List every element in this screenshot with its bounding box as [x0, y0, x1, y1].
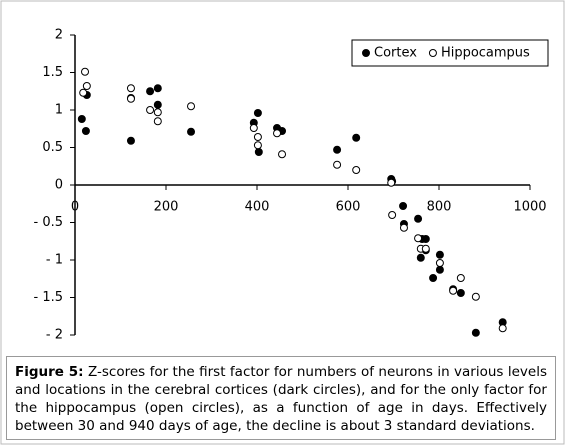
point: [471, 292, 480, 301]
y-tick-label: - 1: [46, 253, 63, 268]
x-tick-label: 1000: [513, 200, 546, 215]
point: [435, 250, 444, 259]
legend-label: Cortex: [374, 46, 417, 61]
point: [352, 166, 361, 174]
point: [79, 88, 88, 97]
caption: Figure 5: Z-scores for the first factor …: [6, 356, 556, 440]
point: [399, 202, 408, 210]
point: [416, 253, 425, 262]
point: [435, 259, 444, 267]
legend-marker: [362, 49, 370, 57]
x-tick-label: 0: [71, 200, 79, 215]
point: [456, 274, 465, 282]
x-tick-label: 200: [154, 200, 179, 215]
y-tick-label: - 1.5: [34, 290, 64, 305]
point: [421, 244, 430, 253]
point: [471, 328, 480, 337]
point: [254, 148, 263, 156]
point: [498, 324, 507, 333]
point: [429, 274, 438, 282]
point: [388, 211, 397, 219]
point: [456, 289, 465, 297]
y-tick-label: 0.5: [42, 140, 63, 155]
legend-marker: [428, 49, 437, 57]
point: [278, 150, 287, 159]
point: [187, 102, 196, 111]
y-tick-label: - 2: [46, 328, 63, 343]
point: [153, 117, 162, 126]
point: [153, 100, 162, 109]
point: [126, 136, 135, 145]
x-tick-label: 600: [336, 200, 361, 215]
y-tick-label: 0: [55, 178, 63, 193]
point: [153, 84, 162, 93]
y-tick-label: 1.5: [42, 65, 63, 80]
point: [435, 265, 444, 274]
legend-box: [351, 39, 549, 67]
point: [146, 87, 155, 96]
point: [82, 82, 91, 90]
point: [146, 106, 155, 114]
point: [126, 94, 135, 103]
point: [77, 115, 86, 123]
point: [253, 133, 262, 141]
point: [414, 234, 423, 243]
legend-label: Hippocampus: [441, 46, 530, 61]
point: [81, 67, 90, 76]
point: [187, 127, 196, 136]
point: [352, 133, 361, 142]
y-tick-label: 1: [55, 103, 63, 118]
point: [333, 145, 342, 154]
caption-label: Figure 5:: [15, 364, 84, 380]
point: [81, 127, 90, 135]
point: [387, 178, 396, 187]
point: [421, 235, 430, 243]
x-tick-label: 400: [245, 200, 270, 215]
point: [449, 286, 458, 295]
x-tick-label: 800: [427, 200, 452, 215]
point: [333, 160, 342, 169]
caption-text: Z-scores for the first factor for number…: [15, 364, 548, 434]
point: [253, 109, 262, 117]
point: [414, 214, 423, 223]
point: [249, 124, 258, 132]
point: [399, 223, 408, 232]
point: [273, 129, 282, 138]
y-tick-label: - 0.5: [34, 215, 64, 230]
point: [253, 141, 262, 150]
point: [153, 108, 162, 117]
point: [126, 84, 135, 93]
y-tick-label: 2: [55, 28, 63, 43]
